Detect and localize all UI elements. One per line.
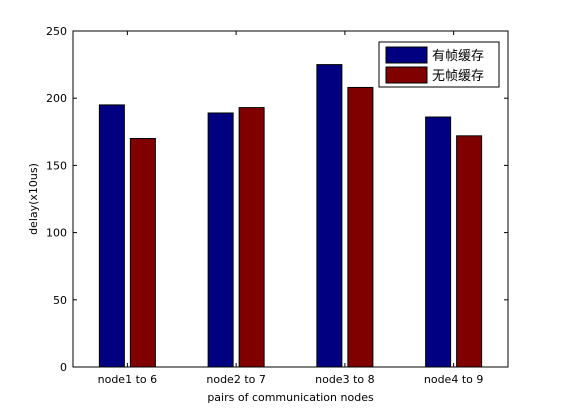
legend-swatch-series-1 (385, 46, 428, 64)
x-axis-label: pairs of communication nodes (207, 391, 374, 404)
bar-series-1 (98, 104, 125, 368)
y-axis-label: delay(x10us) (27, 163, 40, 235)
y-tick-label: 50 (53, 294, 67, 307)
x-tick-labels: node1 to 6 node2 to 7 node3 to 8 node4 to 9 (98, 31, 484, 386)
legend-label-series-2: 无帧缓存 (432, 69, 484, 84)
y-tick-label: 250 (46, 25, 67, 38)
tick-layer: 0 50 100 150 200 250 (46, 25, 508, 374)
x-tick-label: node4 to 9 (424, 373, 484, 386)
legend-swatch-series-2 (385, 66, 428, 84)
y-tick-label: 200 (46, 92, 67, 105)
bar-series-1 (316, 64, 343, 368)
y-tick-label: 100 (46, 227, 67, 240)
bar-series-2 (238, 107, 265, 368)
bar-series-2 (347, 86, 374, 368)
bar-series-1 (207, 112, 234, 368)
legend-label-series-1: 有帧缓存 (432, 49, 484, 64)
x-tick-label: node1 to 6 (98, 373, 158, 386)
bars-layer (98, 64, 483, 368)
legend: 有帧缓存 无帧缓存 (378, 41, 500, 88)
bar-series-2 (456, 135, 483, 368)
bar-series-1 (425, 116, 452, 368)
y-tick-label: 150 (46, 159, 67, 172)
x-tick-label: node2 to 7 (206, 373, 266, 386)
x-tick-label: node3 to 8 (315, 373, 375, 386)
y-tick-label: 0 (60, 361, 67, 374)
bar-series-2 (129, 138, 156, 368)
